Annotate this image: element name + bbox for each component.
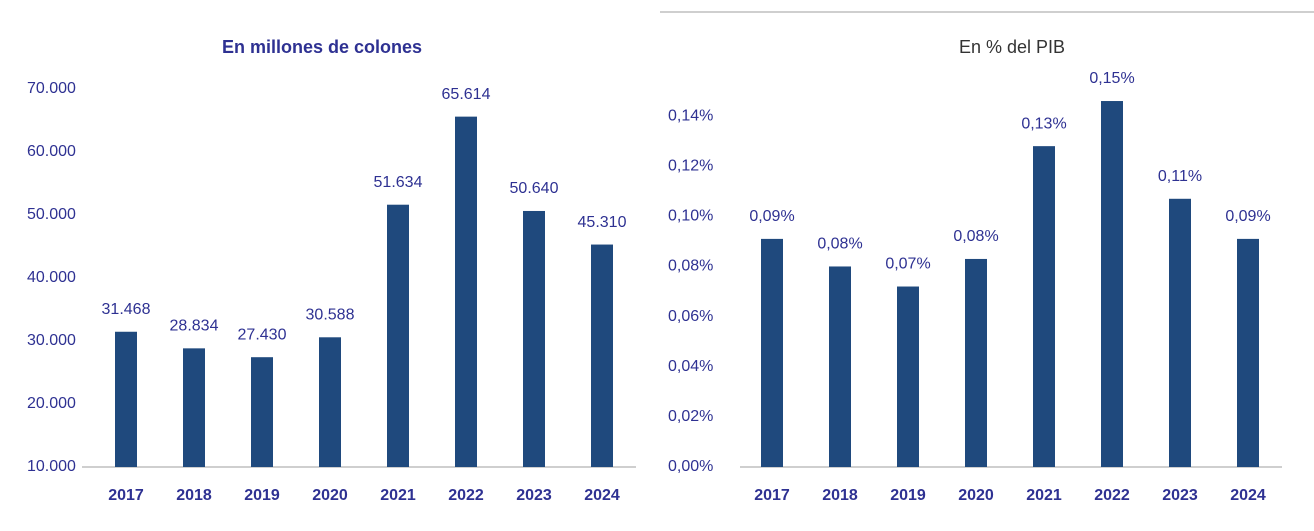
bar (387, 204, 409, 467)
data-label: 0,09% (1225, 208, 1270, 225)
y-tick-label: 30.000 (27, 332, 76, 349)
x-tick-label: 2024 (1230, 487, 1266, 504)
bar (591, 244, 613, 467)
x-tick-label: 2022 (448, 487, 484, 504)
bar (761, 238, 783, 467)
data-label: 0,15% (1089, 70, 1134, 87)
x-tick-label: 2022 (1094, 487, 1130, 504)
y-tick-label: 60.000 (27, 143, 76, 160)
x-tick-label: 2018 (822, 487, 858, 504)
x-tick-label: 2021 (380, 487, 416, 504)
y-tick-label: 50.000 (27, 206, 76, 223)
data-label: 65.614 (442, 86, 491, 103)
data-label: 0,07% (885, 256, 930, 273)
y-tick-label: 0,04% (668, 358, 713, 375)
data-label: 0,11% (1158, 168, 1202, 185)
y-tick-label: 0,10% (668, 208, 713, 225)
x-tick-label: 2023 (1162, 487, 1198, 504)
bar (1101, 101, 1123, 467)
x-tick-label: 2019 (244, 487, 280, 504)
x-tick-label: 2017 (754, 487, 790, 504)
x-tick-label: 2019 (890, 487, 926, 504)
y-tick-label: 10.000 (27, 458, 76, 475)
bar (829, 266, 851, 467)
bar (183, 348, 205, 467)
bar (1033, 146, 1055, 467)
bar (1237, 238, 1259, 467)
x-tick-label: 2021 (1026, 487, 1062, 504)
y-tick-label: 0,12% (668, 157, 713, 174)
data-label: 0,08% (817, 236, 862, 253)
x-tick-label: 2024 (584, 487, 620, 504)
bar (115, 331, 137, 467)
y-tick-label: 0,08% (668, 258, 713, 275)
x-tick-label: 2023 (516, 487, 552, 504)
y-tick-label: 0,06% (668, 308, 713, 325)
y-tick-label: 40.000 (27, 269, 76, 286)
bar (251, 357, 273, 467)
x-tick-label: 2020 (312, 487, 348, 504)
data-label: 45.310 (578, 214, 627, 231)
x-tick-label: 2017 (108, 487, 144, 504)
bar (897, 286, 919, 467)
chart-title: En millones de colones (222, 37, 422, 57)
data-label: 27.430 (238, 326, 287, 343)
bar (965, 258, 987, 467)
bar (1169, 198, 1191, 467)
bar (523, 210, 545, 467)
bar (319, 337, 341, 467)
x-tick-label: 2020 (958, 487, 994, 504)
data-label: 51.634 (374, 174, 423, 191)
y-tick-label: 20.000 (27, 395, 76, 412)
y-tick-label: 0,00% (668, 458, 713, 475)
data-label: 0,08% (953, 228, 998, 245)
data-label: 0,13% (1021, 115, 1066, 132)
chart-title: En % del PIB (959, 37, 1065, 57)
data-label: 50.640 (510, 180, 559, 197)
bar (455, 116, 477, 467)
data-label: 30.588 (306, 307, 355, 324)
y-tick-label: 70.000 (27, 80, 76, 97)
data-label: 0,09% (749, 208, 794, 225)
data-label: 28.834 (170, 318, 219, 335)
x-tick-label: 2018 (176, 487, 212, 504)
y-tick-label: 0,02% (668, 408, 713, 425)
y-tick-label: 0,14% (668, 107, 713, 124)
data-label: 31.468 (102, 301, 151, 318)
